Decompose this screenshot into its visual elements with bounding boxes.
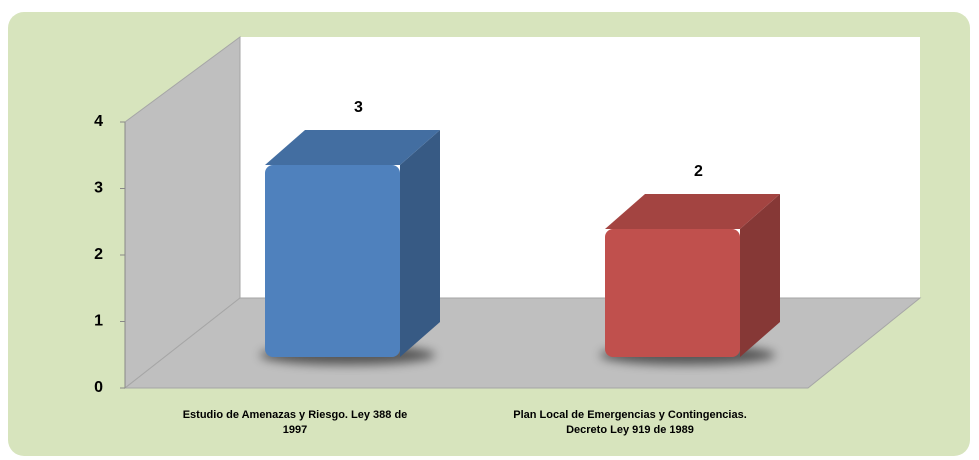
- bar-side: [740, 194, 780, 357]
- bar: [605, 229, 740, 357]
- value-label: 3: [354, 99, 363, 116]
- y-tick-label: 2: [94, 246, 103, 263]
- y-tick-label: 1: [94, 313, 103, 330]
- y-tick-label: 3: [94, 180, 103, 197]
- x-tick-label: Estudio de Amenazas y Riesgo. Ley 388 de…: [182, 409, 408, 436]
- value-label: 2: [694, 163, 703, 180]
- bar: [265, 165, 400, 357]
- bar-top: [605, 194, 780, 229]
- y-tick-label: 0: [94, 379, 103, 396]
- floor: [123, 297, 922, 389]
- y-tick-label: 4: [94, 113, 103, 130]
- bar-side: [400, 130, 440, 357]
- bar-top: [265, 130, 440, 165]
- x-tick-label: Plan Local de Emergencias y Contingencia…: [513, 409, 747, 436]
